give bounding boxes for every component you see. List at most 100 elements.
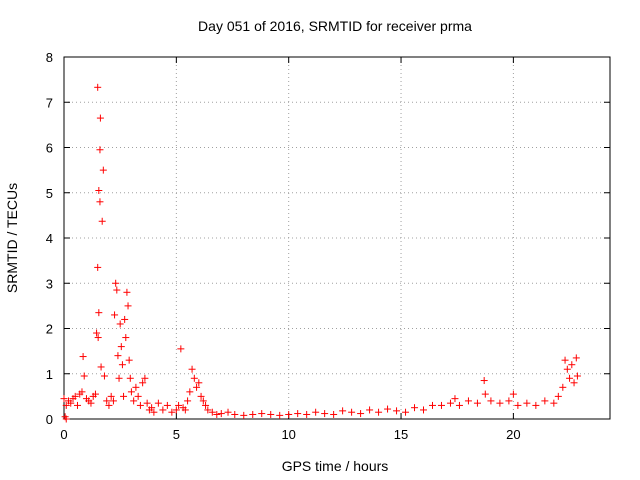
data-point bbox=[285, 410, 293, 418]
data-point bbox=[148, 404, 156, 412]
y-tick-label: 8 bbox=[46, 50, 53, 65]
data-point bbox=[168, 408, 176, 416]
data-point bbox=[118, 361, 126, 369]
data-point bbox=[78, 388, 86, 396]
data-point bbox=[186, 388, 194, 396]
data-point bbox=[303, 410, 311, 418]
tick-labels: 0 5 10 15 20 0 1 2 3 4 5 6 7 8 bbox=[46, 50, 521, 442]
data-point bbox=[95, 309, 103, 317]
data-point bbox=[190, 374, 198, 382]
data-point bbox=[199, 397, 207, 405]
y-tick-label: 2 bbox=[46, 322, 53, 337]
data-point bbox=[561, 356, 569, 364]
data-point bbox=[523, 399, 531, 407]
x-tick-label: 5 bbox=[173, 427, 180, 442]
data-point bbox=[181, 406, 189, 414]
x-tick-label: 15 bbox=[394, 427, 408, 442]
data-point bbox=[563, 365, 571, 373]
data-point bbox=[573, 372, 581, 380]
data-point bbox=[204, 406, 212, 414]
data-point bbox=[132, 383, 140, 391]
data-point bbox=[532, 401, 540, 409]
data-point bbox=[100, 372, 108, 380]
y-tick-label: 0 bbox=[46, 412, 53, 427]
data-point bbox=[514, 401, 522, 409]
data-point bbox=[455, 401, 463, 409]
x-tick-label: 10 bbox=[281, 427, 295, 442]
data-point bbox=[93, 329, 101, 337]
data-point bbox=[175, 401, 183, 409]
data-point bbox=[224, 408, 232, 416]
data-point bbox=[117, 343, 125, 351]
data-point bbox=[114, 352, 122, 360]
data-point bbox=[357, 410, 365, 418]
data-point bbox=[195, 379, 203, 387]
data-point bbox=[139, 379, 147, 387]
data-point bbox=[428, 401, 436, 409]
data-point bbox=[570, 379, 578, 387]
data-point bbox=[321, 410, 329, 418]
data-point bbox=[125, 356, 133, 364]
grid bbox=[64, 57, 610, 419]
data-point bbox=[550, 399, 558, 407]
data-point bbox=[348, 408, 356, 416]
data-point bbox=[80, 372, 88, 380]
data-point bbox=[79, 353, 87, 361]
data-point bbox=[112, 279, 120, 287]
x-tick-label: 20 bbox=[506, 427, 520, 442]
data-point bbox=[97, 363, 105, 371]
data-point bbox=[115, 374, 123, 382]
data-point bbox=[60, 395, 68, 403]
chart-title: Day 051 of 2016, SRMTID for receiver prm… bbox=[198, 18, 472, 34]
y-axis-label: SRMTID / TECUs bbox=[4, 183, 20, 293]
data-point bbox=[121, 315, 129, 323]
data-point bbox=[62, 415, 70, 423]
data-point bbox=[554, 392, 562, 400]
data-point bbox=[276, 411, 284, 419]
y-tick-label: 7 bbox=[46, 95, 53, 110]
data-point bbox=[312, 408, 320, 416]
data-point bbox=[113, 286, 121, 294]
data-point bbox=[446, 399, 454, 407]
y-tick-label: 5 bbox=[46, 186, 53, 201]
data-point bbox=[366, 406, 374, 414]
data-point bbox=[107, 392, 115, 400]
data-point bbox=[197, 392, 205, 400]
data-point bbox=[231, 410, 239, 418]
data-point bbox=[95, 186, 103, 194]
y-tick-label: 3 bbox=[46, 276, 53, 291]
data-point bbox=[105, 401, 113, 409]
y-tick-label: 1 bbox=[46, 367, 53, 382]
data-point bbox=[464, 397, 472, 405]
data-point bbox=[393, 407, 401, 415]
data-point bbox=[130, 397, 138, 405]
data-point bbox=[487, 397, 495, 405]
data-point bbox=[62, 401, 70, 409]
data-point bbox=[87, 399, 95, 407]
data-point bbox=[480, 377, 488, 385]
data-point bbox=[258, 410, 266, 418]
data-point bbox=[420, 406, 428, 414]
data-point bbox=[330, 410, 338, 418]
data-point bbox=[339, 407, 347, 415]
data-point bbox=[109, 397, 117, 405]
data-point bbox=[172, 406, 180, 414]
data-point bbox=[559, 383, 567, 391]
data-point bbox=[99, 166, 107, 174]
data-point bbox=[249, 410, 257, 418]
data-point bbox=[111, 311, 119, 319]
data-point bbox=[96, 198, 104, 206]
data-point bbox=[154, 399, 162, 407]
data-point bbox=[202, 401, 210, 409]
data-point bbox=[572, 354, 580, 362]
data-point bbox=[96, 114, 104, 122]
data-point bbox=[473, 399, 481, 407]
data-point bbox=[143, 399, 151, 407]
data-point bbox=[505, 397, 513, 405]
data-point bbox=[136, 401, 144, 409]
data-point bbox=[193, 383, 201, 391]
data-point bbox=[240, 411, 248, 419]
data-point bbox=[451, 395, 459, 403]
data-point bbox=[184, 397, 192, 405]
